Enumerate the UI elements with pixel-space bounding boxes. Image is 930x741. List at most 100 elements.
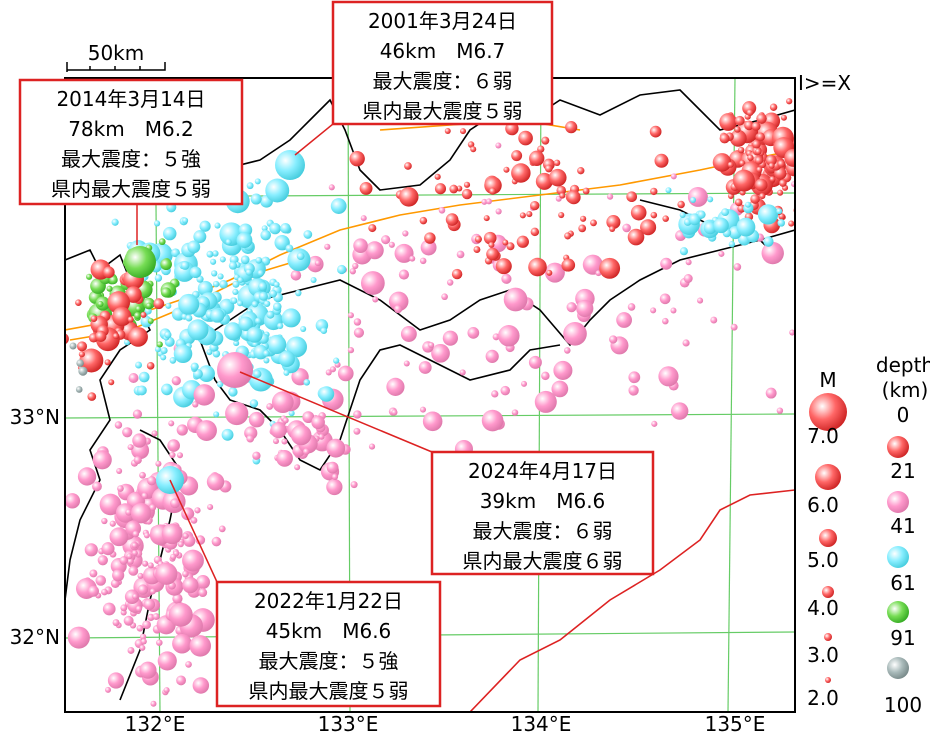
epicenter xyxy=(192,677,210,694)
epicenter xyxy=(112,619,120,627)
epicenter xyxy=(788,220,795,227)
epicenter xyxy=(273,302,282,311)
legend: M depth (km) 7.0 6.0 5.0 4.0 3.0 2.0 0 21 41 61 91… xyxy=(807,353,930,717)
epicenter xyxy=(353,410,362,419)
epicenter xyxy=(232,280,240,288)
epicenter xyxy=(444,128,451,135)
epicenter xyxy=(182,570,189,578)
annotation-text: 2024年4月17日 xyxy=(468,459,617,483)
epicenter xyxy=(776,407,784,414)
epicenter xyxy=(65,333,69,345)
epicenter xyxy=(145,302,153,309)
epicenter xyxy=(246,434,255,443)
annotation-text: 県内最大震度５弱 xyxy=(249,679,409,703)
epicenter xyxy=(710,316,718,324)
epicenter xyxy=(171,248,180,258)
epicenter xyxy=(106,285,113,292)
epicenter xyxy=(438,207,446,214)
annotation-text: 46km M6.7 xyxy=(380,39,506,63)
epicenter xyxy=(120,604,128,612)
epicenter xyxy=(97,555,108,566)
epicenter xyxy=(257,269,264,277)
epicenter xyxy=(333,357,340,364)
epicenter xyxy=(756,113,767,124)
epicenter xyxy=(161,383,173,396)
epicenter xyxy=(467,326,480,339)
epicenter xyxy=(489,187,497,195)
epicenter xyxy=(495,142,502,149)
epicenter xyxy=(216,380,224,388)
epicenter xyxy=(463,181,471,188)
epicenter xyxy=(99,493,122,516)
epicenter xyxy=(353,327,365,338)
annotation-text: 最大震度：６弱 xyxy=(473,519,613,543)
epicenter xyxy=(196,420,217,441)
epicenter xyxy=(360,271,385,295)
epicenter xyxy=(609,225,616,232)
epicenter xyxy=(112,569,125,582)
epicenter xyxy=(150,700,157,707)
epicenter xyxy=(207,504,214,511)
annotation-frame xyxy=(215,580,442,708)
epicenter xyxy=(388,291,409,312)
epicenter xyxy=(114,421,123,429)
epicenter xyxy=(491,390,499,398)
epicenter xyxy=(484,176,502,195)
epicenter xyxy=(177,452,184,459)
epicenter xyxy=(97,300,104,308)
epicenter xyxy=(347,347,355,354)
epicenters xyxy=(65,98,814,707)
epicenter xyxy=(368,443,376,450)
epicenter xyxy=(419,216,428,225)
epicenter xyxy=(116,468,123,475)
epicenter xyxy=(789,329,795,336)
epicenter xyxy=(102,266,115,279)
epicenter xyxy=(122,427,133,438)
epicenter xyxy=(394,304,403,314)
epicenter xyxy=(238,316,253,331)
epicenter xyxy=(807,306,814,313)
epicenter xyxy=(445,213,459,226)
epicenter xyxy=(650,307,657,314)
epicenter xyxy=(386,377,405,396)
epicenter xyxy=(128,327,148,347)
epicenter xyxy=(140,638,147,645)
annotation-text: 最大震度：５強 xyxy=(259,649,399,673)
epicenter xyxy=(530,200,540,211)
epicenter xyxy=(131,549,138,556)
epicenter xyxy=(170,498,180,509)
epicenter xyxy=(761,241,784,265)
epicenter xyxy=(261,225,268,232)
epicenter xyxy=(556,185,567,196)
legend-magnitude-label: 2.0 xyxy=(807,686,839,710)
epicenter xyxy=(627,228,645,246)
epicenter xyxy=(287,248,311,272)
epicenter xyxy=(530,227,540,237)
epicenter xyxy=(511,163,531,183)
annotation-text: 45km M6.6 xyxy=(266,619,392,643)
epicenter xyxy=(353,318,362,326)
epicenter xyxy=(273,281,280,288)
scale-label: 50km xyxy=(88,41,145,65)
epicenter xyxy=(77,467,97,486)
epicenter xyxy=(84,543,98,557)
epicenter xyxy=(559,192,566,199)
epicenter xyxy=(744,120,754,131)
epicenter xyxy=(353,427,361,435)
epicenter xyxy=(488,241,495,248)
epicenter xyxy=(263,300,271,308)
epicenter xyxy=(394,243,414,263)
epicenter xyxy=(137,584,149,595)
epicenter xyxy=(147,317,154,324)
epicenter xyxy=(516,235,529,248)
epicenter xyxy=(271,391,294,414)
epicenter xyxy=(650,211,658,219)
epicenter xyxy=(78,351,85,358)
epicenter xyxy=(682,339,690,347)
epicenter xyxy=(108,379,115,386)
epicenter xyxy=(236,232,253,249)
epicenter xyxy=(451,268,463,280)
annotation-frame xyxy=(430,450,655,576)
epicenter xyxy=(441,293,448,301)
